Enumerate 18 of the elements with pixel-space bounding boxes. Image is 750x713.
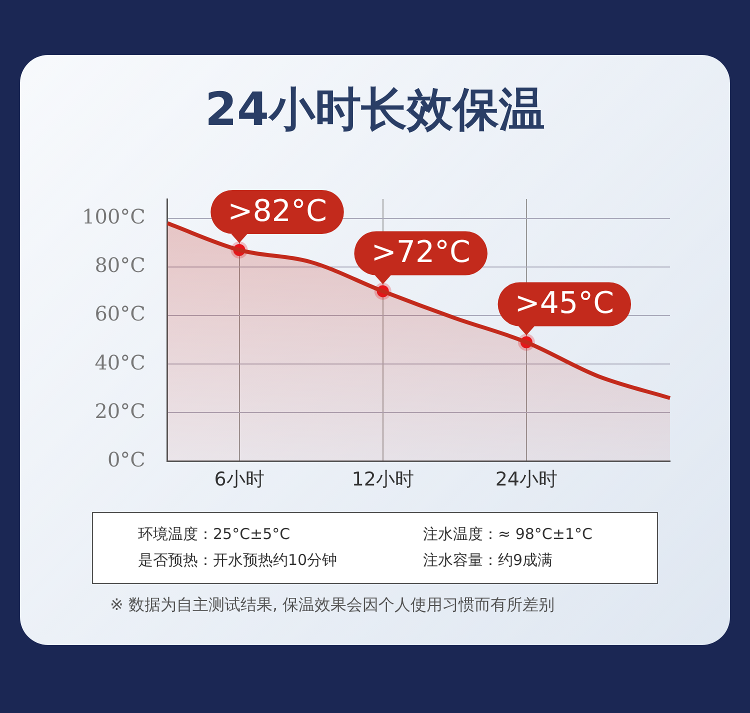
- y-tick-label: 100°C: [82, 204, 146, 229]
- annotation: >72°C: [371, 235, 470, 270]
- y-tick-label: 60°C: [94, 302, 146, 326]
- text: 环境温度：25°C±5°C: [138, 525, 290, 544]
- x-tick-label: 12小时: [352, 468, 414, 491]
- y-tick-label: 0°C: [107, 447, 146, 472]
- y-tick-label: 20°C: [94, 398, 146, 423]
- y-tick-label: 80°C: [94, 253, 146, 278]
- annotation: >82°C: [228, 194, 327, 229]
- text: ※ 数据为自主测试结果, 保温效果会因个人使用习惯而有所差别: [110, 595, 555, 616]
- text: 是否预热：开水预热约10分钟: [138, 551, 338, 570]
- text: 注水容量：约9成满: [423, 551, 553, 570]
- y-tick-label: 40°C: [94, 350, 146, 374]
- annotation: >45°C: [514, 286, 614, 322]
- chart-title: 24小时长效保温: [204, 81, 546, 138]
- x-tick-label: 6小时: [214, 468, 264, 491]
- text: 注水温度：≈ 98°C±1°C: [423, 525, 592, 544]
- x-tick-label: 24小时: [495, 468, 558, 491]
